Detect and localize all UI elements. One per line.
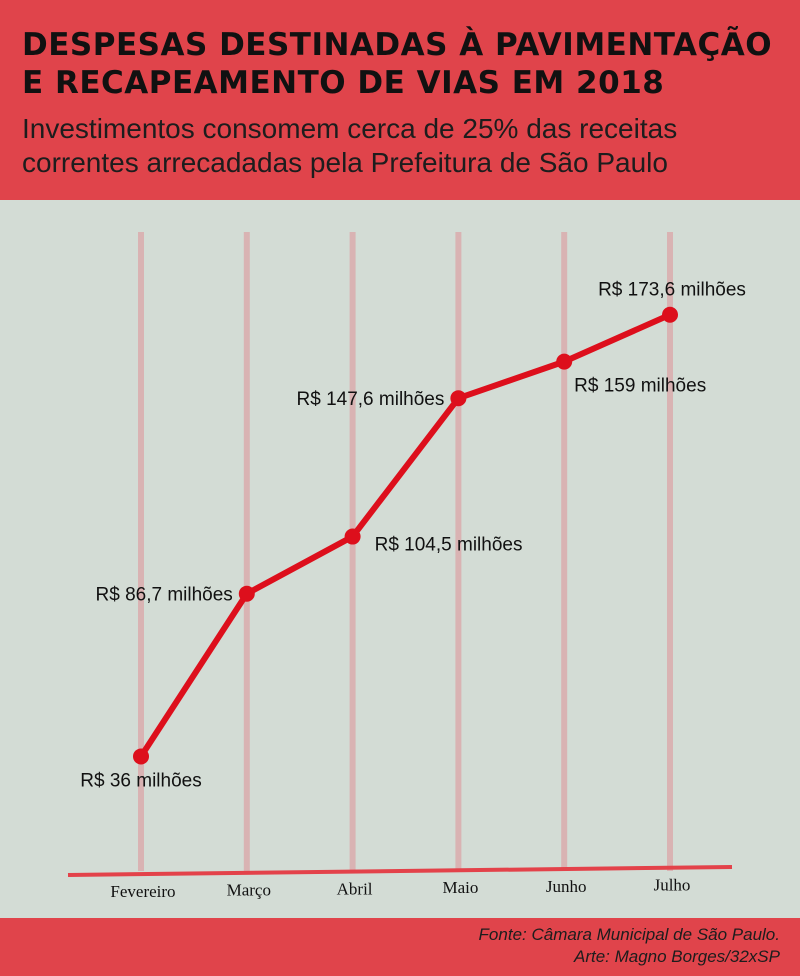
data-point-1 xyxy=(238,585,255,602)
source-credit: Fonte: Câmara Municipal de São Paulo. Ar… xyxy=(479,924,780,968)
data-point-2 xyxy=(344,528,361,545)
title-line-2: E RECAPEAMENTO DE VIAS EM 2018 xyxy=(22,65,665,101)
x-axis-line xyxy=(67,865,733,877)
data-label-4: R$ 159 milhões xyxy=(574,376,706,397)
x-tick-label-0: Fevereiro xyxy=(110,882,175,901)
data-label-5: R$ 173,6 milhões xyxy=(598,280,746,301)
data-point-3 xyxy=(450,390,467,407)
x-tick-label-5: Julho xyxy=(654,876,691,895)
footer-banner: Fonte: Câmara Municipal de São Paulo. Ar… xyxy=(0,918,800,976)
credit-text: Arte: Magno Borges/32xSP xyxy=(573,947,780,966)
data-label-0: R$ 36 milhões xyxy=(80,770,201,791)
chart-subtitle: Investimentos consomem cerca de 25% das … xyxy=(22,112,792,180)
data-label-1: R$ 86,7 milhões xyxy=(96,585,233,606)
data-label-3: R$ 147,6 milhões xyxy=(297,389,445,410)
header-banner: DESPESAS DESTINADAS À PAVIMENTAÇÃO E REC… xyxy=(0,0,800,200)
source-text: Fonte: Câmara Municipal de São Paulo. xyxy=(478,925,780,944)
data-point-4 xyxy=(556,353,573,370)
data-point-5 xyxy=(662,306,678,323)
x-tick-label-4: Junho xyxy=(546,877,587,896)
data-label-2: R$ 104,5 milhões xyxy=(375,535,523,556)
line-chart: R$ 36 milhões R$ 86,7 milhões R$ 104,5 mil… xyxy=(67,232,746,901)
x-tick-label-3: Maio xyxy=(442,878,478,897)
x-tick-label-2: Abril xyxy=(337,879,373,898)
title-line-1: DESPESAS DESTINADAS À PAVIMENTAÇÃO xyxy=(22,27,773,63)
subtitle-line-2: correntes arrecadadas pela Prefeitura de… xyxy=(22,147,668,178)
series-line xyxy=(138,311,673,760)
subtitle-line-1: Investimentos consomem cerca de 25% das … xyxy=(22,113,678,144)
chart-title: DESPESAS DESTINADAS À PAVIMENTAÇÃO E REC… xyxy=(22,26,792,102)
data-point-0 xyxy=(133,748,149,765)
x-tick-label-1: Março xyxy=(227,881,271,900)
